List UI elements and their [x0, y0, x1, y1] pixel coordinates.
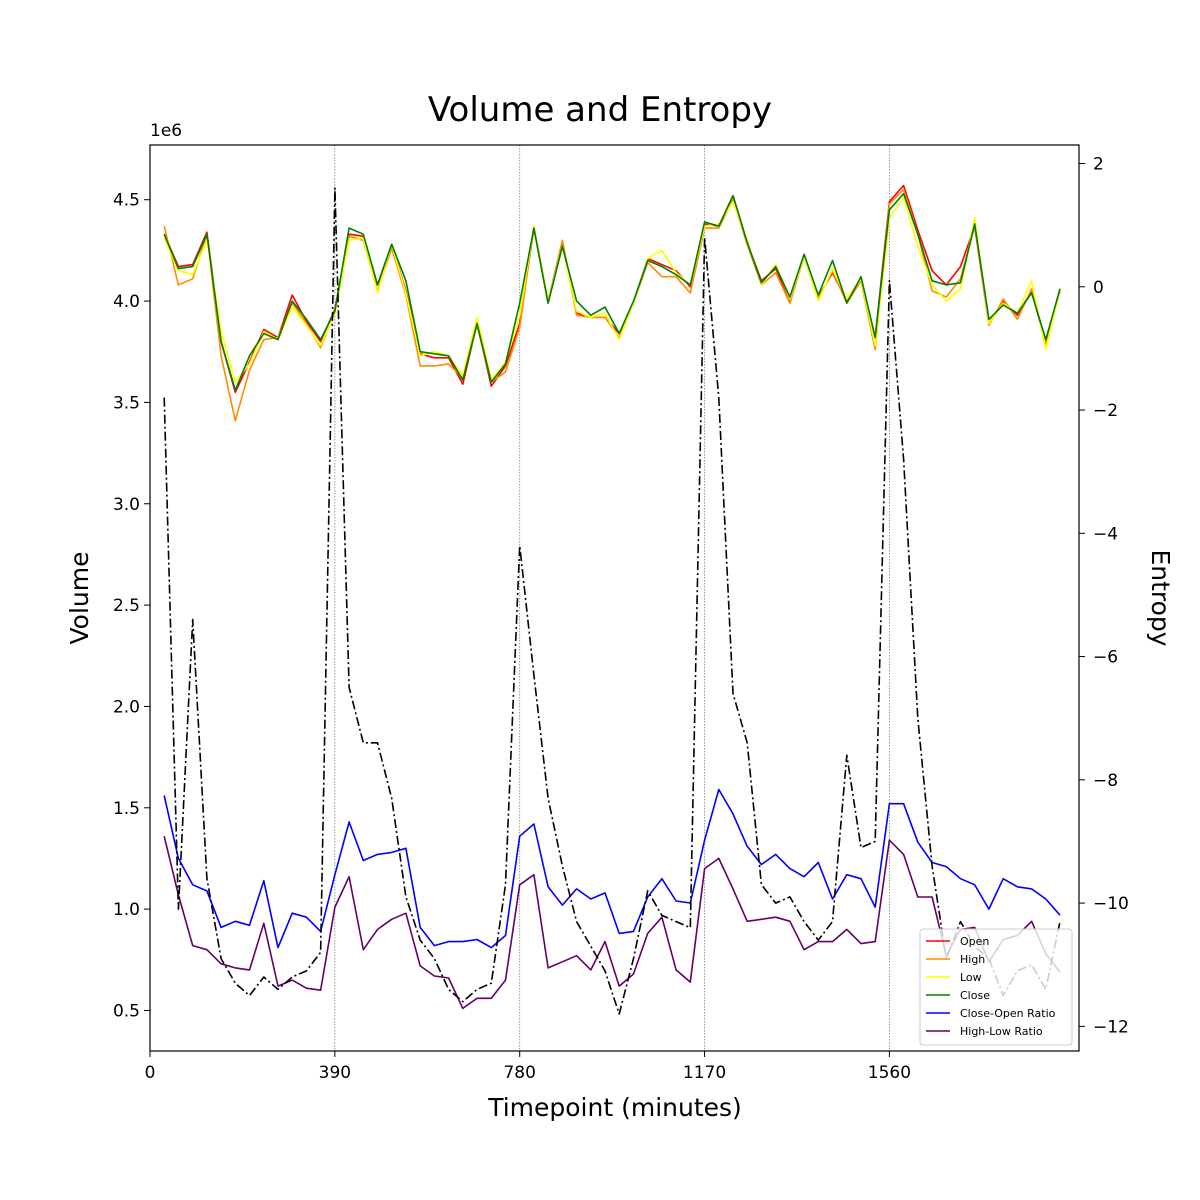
y-right-tick-label: 2 — [1093, 154, 1104, 174]
x-tick-label: 390 — [319, 1063, 351, 1083]
plot-frame — [149, 144, 1080, 1052]
y-right-tick-label: −6 — [1093, 648, 1118, 668]
y-right-tick-label: −4 — [1093, 524, 1118, 544]
low-series-line — [163, 196, 1061, 383]
y-axis-right-label: Entropy — [1146, 549, 1175, 646]
y-axis-left-multiplier: 1e6 — [150, 121, 182, 141]
legend: Open High Low Close Close-Open Ratio High-Low… — [919, 928, 1073, 1046]
close-series-line — [163, 192, 1061, 391]
legend-box — [919, 928, 1073, 1046]
y-left-tick-label: 1.0 — [113, 900, 140, 920]
plot-area — [163, 145, 1061, 1051]
y-right-tick-label: −2 — [1093, 401, 1118, 421]
y-left-tick-label: 3.5 — [113, 393, 140, 413]
x-tick-label: 1560 — [868, 1063, 911, 1083]
x-tick-label: 780 — [503, 1063, 535, 1083]
y-right-tick-label: −8 — [1093, 771, 1118, 791]
legend-label: Open — [960, 935, 989, 948]
legend-label: High-Low Ratio — [960, 1025, 1043, 1038]
y-right-tick-label: −10 — [1093, 894, 1129, 914]
entropy-series-line — [163, 187, 1061, 1015]
y-right-tick-label: −12 — [1093, 1017, 1129, 1037]
chart-title: Volume and Entropy — [428, 90, 772, 130]
legend-label: Close — [960, 989, 990, 1002]
x-tick-label: 1170 — [683, 1063, 726, 1083]
y-left-tick-label: 2.0 — [113, 697, 140, 717]
y-left-tick-label: 3.0 — [113, 495, 140, 515]
y-left-tick-label: 2.5 — [113, 596, 140, 616]
high-low-ratio-series-line — [163, 836, 1061, 1010]
legend-label: High — [960, 953, 985, 966]
y-left-tick-label: 0.5 — [113, 1001, 140, 1021]
close-open-ratio-series-line — [163, 788, 1061, 949]
y-left-tick-label: 4.0 — [113, 292, 140, 312]
x-axis-label: Timepoint (minutes) — [487, 1093, 742, 1122]
y-axis-left-label: Volume — [65, 552, 94, 645]
y-left-tick-label: 1.5 — [113, 799, 140, 819]
legend-label: Close-Open Ratio — [960, 1007, 1056, 1020]
x-tick-label: 0 — [145, 1063, 156, 1083]
y-right-tick-label: 0 — [1093, 278, 1104, 298]
y-left-tick-label: 4.5 — [113, 191, 140, 211]
axes: 0 390 780 1170 1560 0.5 1.0 1.5 2.0 2.5 3.0 3.5 4.0 4… — [113, 144, 1129, 1083]
legend-label: Low — [960, 971, 982, 984]
